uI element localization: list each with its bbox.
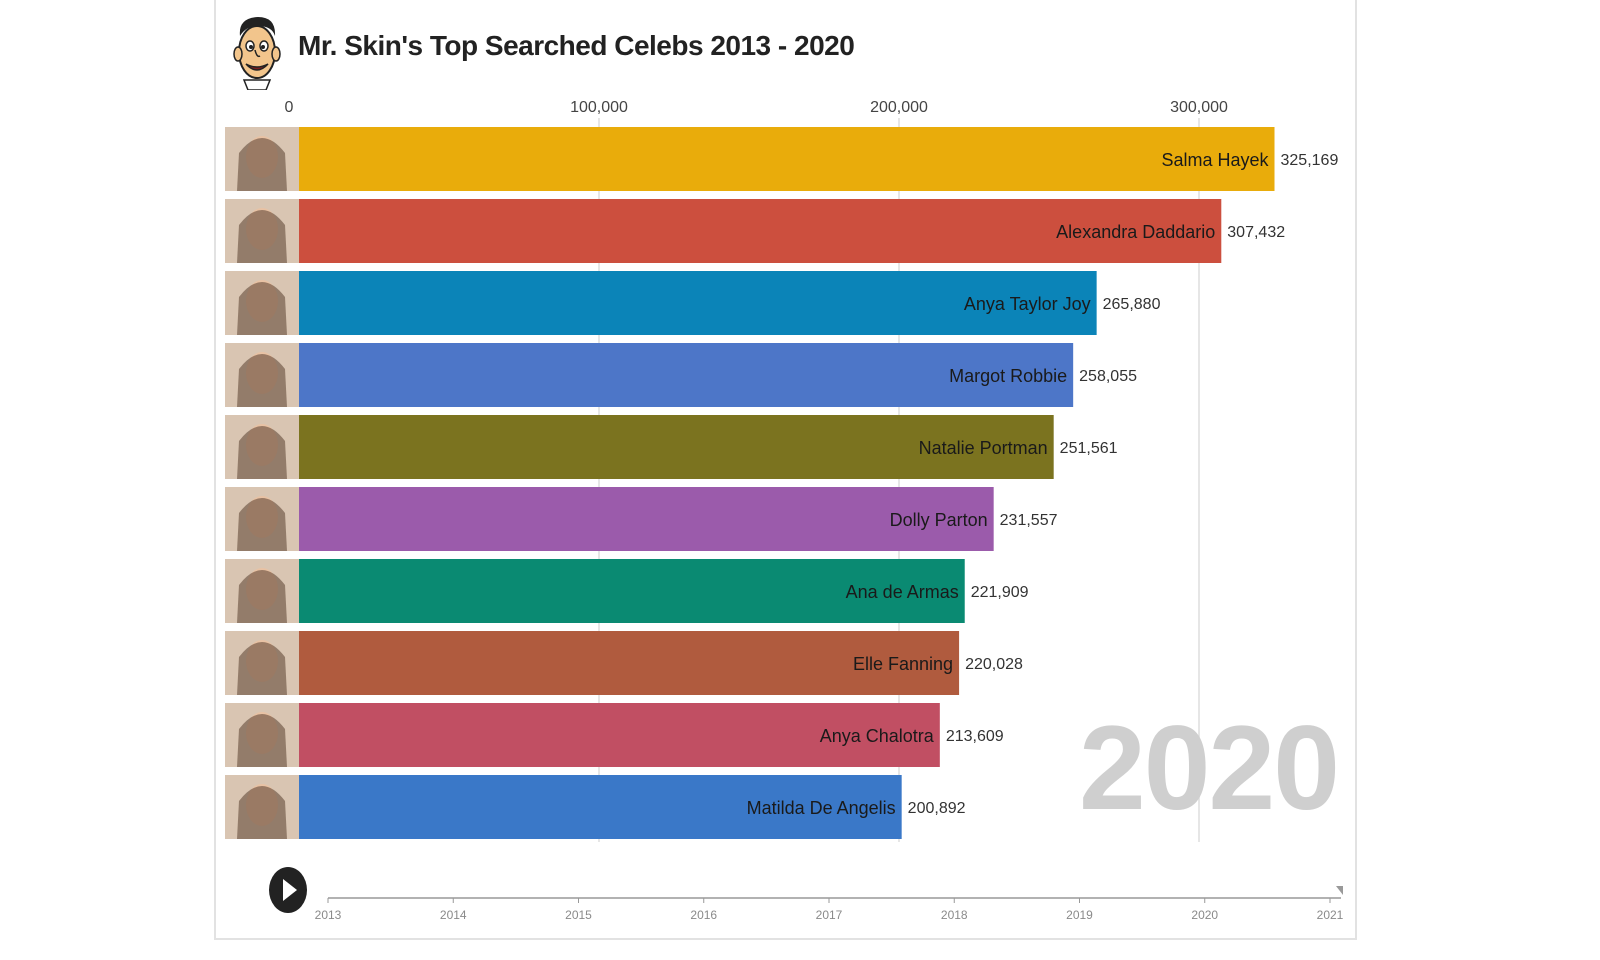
photo-hair bbox=[237, 210, 287, 263]
photo-hair bbox=[237, 714, 287, 767]
bar-value-label: 221,909 bbox=[971, 584, 1029, 601]
bar-name-label: Salma Hayek bbox=[1161, 150, 1269, 170]
celebrity-photo bbox=[225, 487, 299, 551]
play-icon[interactable] bbox=[268, 866, 308, 914]
bar-name-label: Ana de Armas bbox=[846, 582, 959, 602]
current-year-label: 2020 bbox=[1079, 701, 1340, 835]
timeline-year-label: 2013 bbox=[315, 908, 342, 922]
timeline-handle-icon[interactable] bbox=[1336, 886, 1343, 895]
photo-hair bbox=[237, 786, 287, 839]
celebrity-photo bbox=[225, 199, 299, 263]
x-tick-label: 200,000 bbox=[870, 99, 928, 116]
photo-hair bbox=[237, 570, 287, 623]
bar-value-label: 307,432 bbox=[1227, 224, 1285, 241]
bar-value-label: 220,028 bbox=[965, 656, 1023, 673]
celebrity-photo bbox=[225, 559, 299, 623]
bar bbox=[299, 775, 902, 839]
bar bbox=[299, 199, 1222, 263]
bar-name-label: Matilda De Angelis bbox=[747, 798, 896, 818]
celebrity-photo bbox=[225, 343, 299, 407]
bar-value-label: 258,055 bbox=[1079, 368, 1137, 385]
bar-value-label: 251,561 bbox=[1060, 440, 1118, 457]
timeline-year-label: 2015 bbox=[565, 908, 592, 922]
bar-name-label: Natalie Portman bbox=[919, 438, 1048, 458]
photo-hair bbox=[237, 426, 287, 479]
x-tick-label: 0 bbox=[285, 99, 294, 116]
x-tick-label: 100,000 bbox=[570, 99, 628, 116]
photo-hair bbox=[237, 138, 287, 191]
bar-name-label: Dolly Parton bbox=[890, 510, 988, 530]
bar-value-label: 325,169 bbox=[1281, 152, 1339, 169]
bar-value-label: 231,557 bbox=[1000, 512, 1058, 529]
bar bbox=[299, 343, 1074, 407]
bar bbox=[299, 415, 1054, 479]
celebrity-photo bbox=[225, 775, 299, 839]
bar-value-label: 265,880 bbox=[1103, 296, 1161, 313]
bar-value-label: 200,892 bbox=[908, 800, 966, 817]
celebrity-photo bbox=[225, 271, 299, 335]
bar-value-label: 213,609 bbox=[946, 728, 1004, 745]
timeline-year-label: 2021 bbox=[1317, 908, 1344, 922]
bar bbox=[299, 487, 994, 551]
bar-name-label: Elle Fanning bbox=[853, 654, 953, 674]
chart-title: Mr. Skin's Top Searched Celebs 2013 - 20… bbox=[298, 30, 855, 61]
timeline-year-label: 2019 bbox=[1066, 908, 1093, 922]
bar bbox=[299, 271, 1097, 335]
photo-hair bbox=[237, 354, 287, 407]
timeline-year-label: 2014 bbox=[440, 908, 467, 922]
bar bbox=[299, 703, 940, 767]
bar-name-label: Anya Chalotra bbox=[820, 726, 935, 746]
photo-hair bbox=[237, 498, 287, 551]
bar-name-label: Margot Robbie bbox=[949, 366, 1067, 386]
celebrity-photo bbox=[225, 127, 299, 191]
celebrity-photo bbox=[225, 415, 299, 479]
celebrity-photo bbox=[225, 631, 299, 695]
bar bbox=[299, 631, 960, 695]
timeline-year-label: 2017 bbox=[816, 908, 843, 922]
bar-name-label: Alexandra Daddario bbox=[1056, 222, 1215, 242]
timeline-year-label: 2020 bbox=[1191, 908, 1218, 922]
bar-name-label: Anya Taylor Joy bbox=[964, 294, 1091, 314]
timeline-year-label: 2018 bbox=[941, 908, 968, 922]
photo-hair bbox=[237, 642, 287, 695]
bar bbox=[299, 127, 1275, 191]
celebrity-photo bbox=[225, 703, 299, 767]
x-tick-label: 300,000 bbox=[1170, 99, 1228, 116]
mr-skin-logo bbox=[233, 17, 281, 90]
bar bbox=[299, 559, 965, 623]
timeline-year-label: 2016 bbox=[690, 908, 717, 922]
photo-hair bbox=[237, 282, 287, 335]
